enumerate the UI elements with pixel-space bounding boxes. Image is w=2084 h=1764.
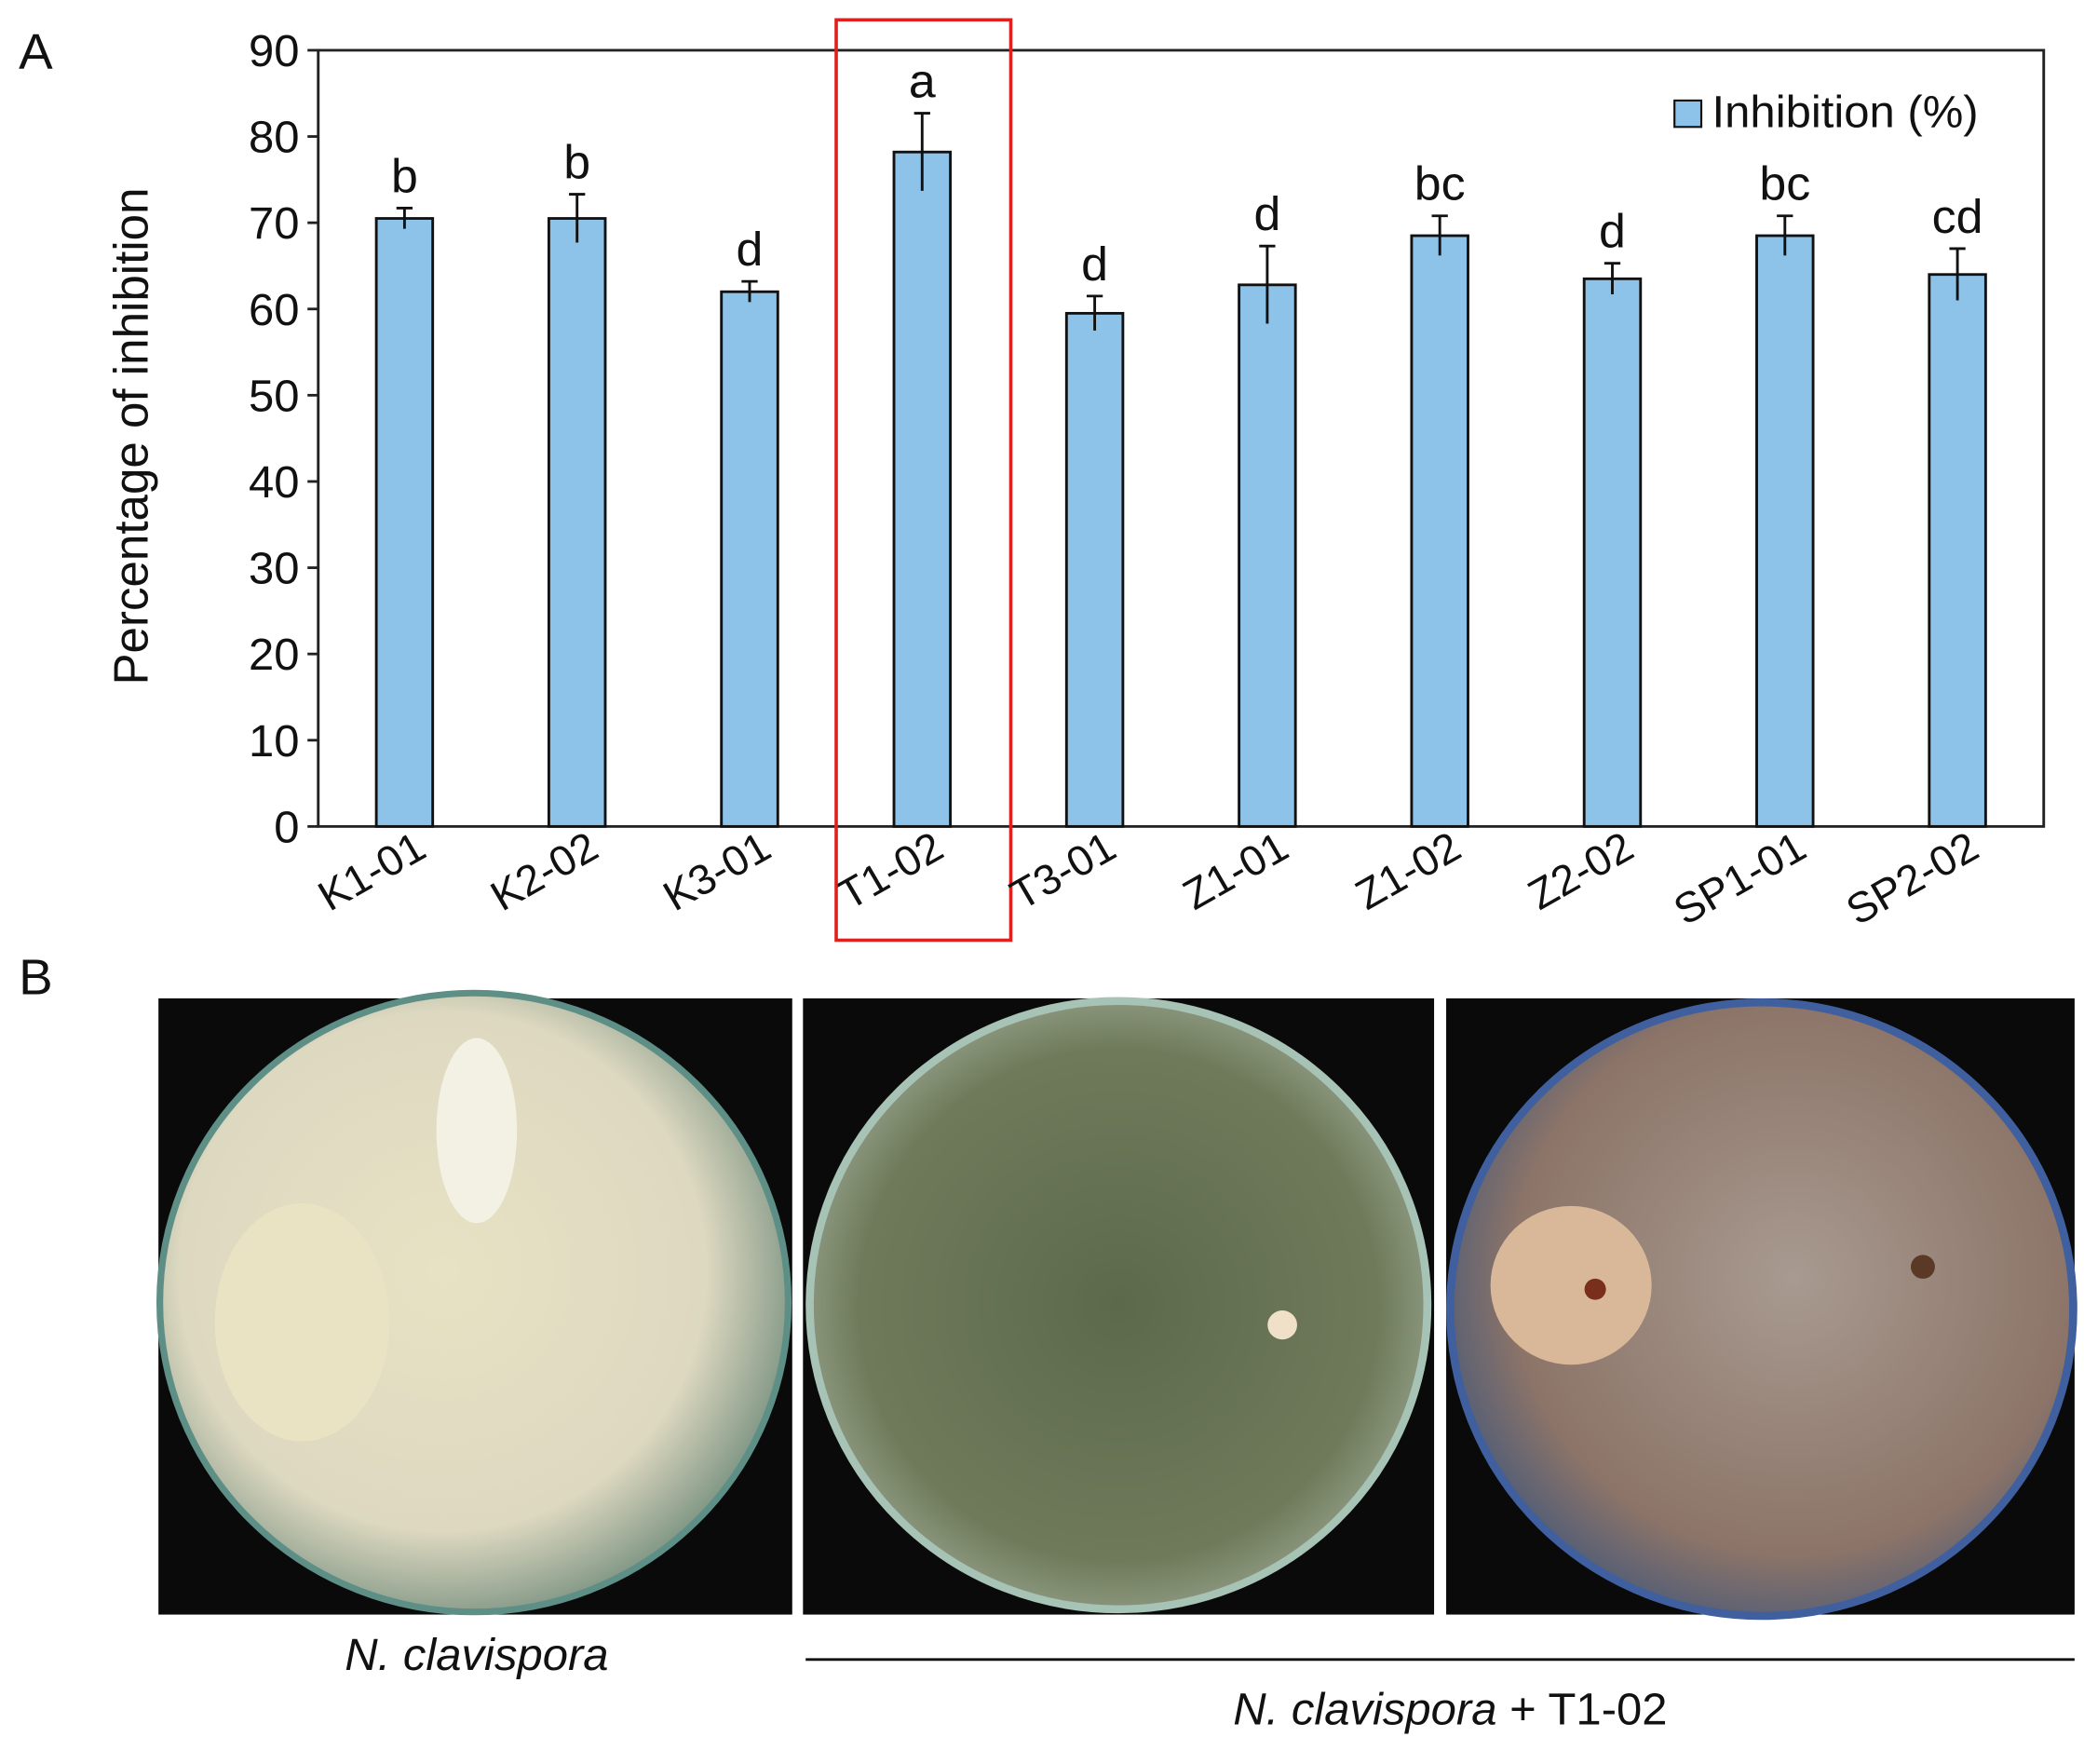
significance-letter: bc <box>1414 156 1466 210</box>
y-tick-label: 80 <box>249 113 300 163</box>
photo <box>1446 997 2077 1621</box>
y-tick-label: 20 <box>249 631 300 681</box>
x-tick-label: K1-01 <box>310 822 433 919</box>
legend-swatch <box>1673 99 1703 129</box>
y-tick-label: 50 <box>249 372 300 422</box>
y-tick-label: 30 <box>249 544 300 594</box>
significance-letter: a <box>909 54 936 108</box>
significance-letter: d <box>1599 204 1626 258</box>
legend-label: Inhibition (%) <box>1712 88 1979 138</box>
x-tick-label: T1-02 <box>830 822 951 918</box>
significance-letter: b <box>563 135 590 189</box>
caption-treatment: + T1-02 <box>1509 1685 1667 1735</box>
bar <box>1928 273 1987 828</box>
x-tick-label: K2-02 <box>482 822 605 919</box>
photo <box>803 997 1435 1615</box>
significance-letter: d <box>1253 186 1280 240</box>
y-tick-label: 60 <box>249 285 300 335</box>
x-tick-label: Z1-02 <box>1347 822 1468 918</box>
panel-label: A <box>19 23 53 80</box>
x-tick-label: K3-01 <box>656 822 778 919</box>
bar <box>892 150 953 828</box>
significance-letter: bc <box>1759 156 1810 210</box>
plot-area <box>317 48 2046 828</box>
bar <box>720 290 779 828</box>
caption: N. clavispora <box>345 1631 608 1681</box>
x-tick-label: SP2-02 <box>1838 822 1986 934</box>
y-tick-label: 10 <box>249 716 300 767</box>
bar <box>1582 277 1643 828</box>
y-axis-label: Percentage of inhibition <box>103 187 157 685</box>
significance-letter: d <box>737 222 764 276</box>
x-tick-label: SP1-01 <box>1666 822 1814 934</box>
y-tick-label: 70 <box>249 199 300 250</box>
bar <box>547 217 607 828</box>
significance-letter: cd <box>1932 189 1983 243</box>
significance-letter: d <box>1081 237 1108 291</box>
bar <box>374 217 435 828</box>
y-tick-label: 90 <box>249 26 300 76</box>
caption: N. clavispora + T1-02 <box>1233 1685 1667 1735</box>
bar <box>1755 234 1815 828</box>
y-tick-label: 40 <box>249 457 300 508</box>
significance-letter: b <box>391 149 418 203</box>
y-tick-label: 0 <box>274 803 299 853</box>
x-tick-label: T3-01 <box>1003 822 1124 918</box>
bar <box>1410 234 1469 828</box>
photo <box>156 989 792 1616</box>
caption-species: N. clavispora <box>1233 1685 1496 1735</box>
bar <box>1064 311 1125 828</box>
bar <box>1238 283 1297 828</box>
x-tick-label: Z2-02 <box>1520 822 1641 918</box>
panel-label: B <box>19 949 53 1006</box>
x-tick-label: Z1-01 <box>1175 822 1296 918</box>
highlight-box <box>834 18 1013 943</box>
